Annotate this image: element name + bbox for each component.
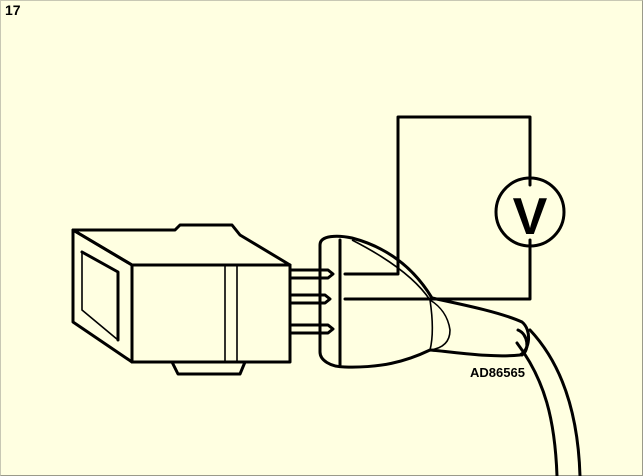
power-cable	[515, 328, 582, 476]
test-lead-wires	[343, 115, 532, 301]
plug-head	[318, 234, 530, 369]
voltmeter: V	[494, 176, 566, 248]
voltmeter-symbol: V	[513, 188, 548, 246]
part-code-label: AD86565	[470, 365, 525, 380]
plug-prongs	[288, 268, 335, 335]
figure-number: 17	[5, 2, 21, 18]
receptacle-block	[71, 223, 292, 376]
